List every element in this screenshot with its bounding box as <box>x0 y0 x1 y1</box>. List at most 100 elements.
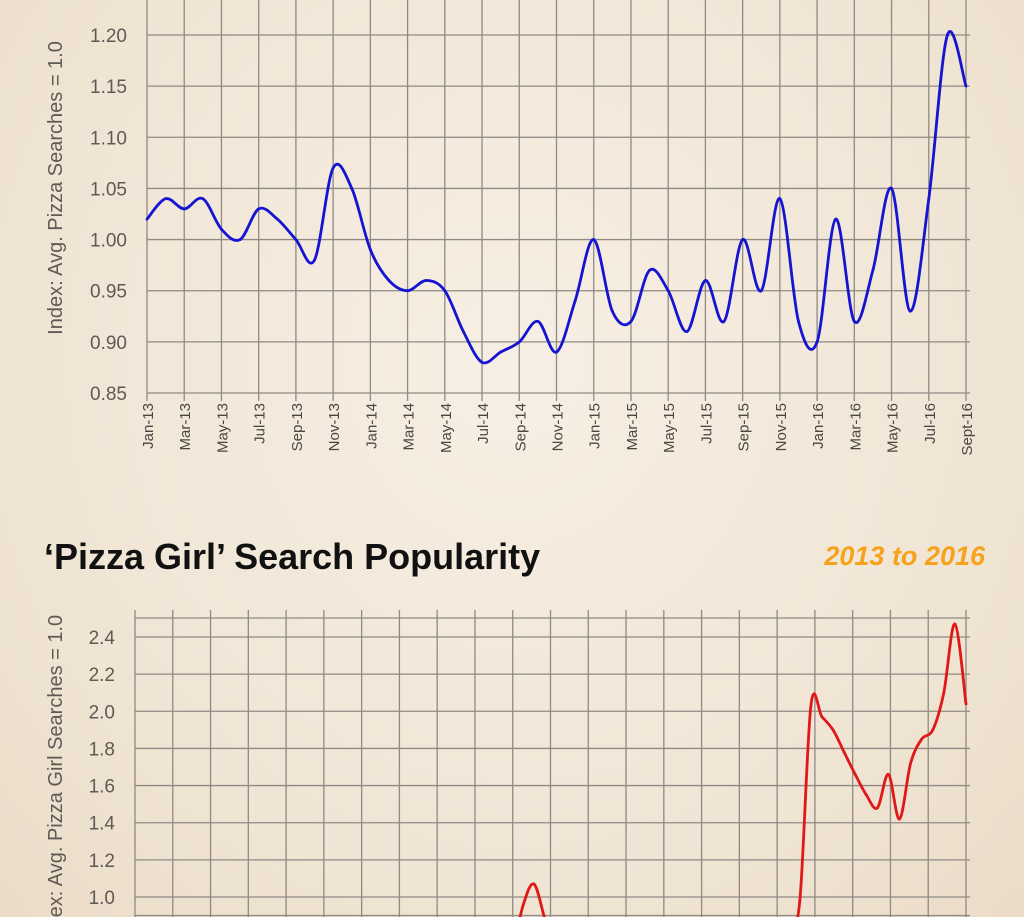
y-tick-label: 2.0 <box>89 702 115 723</box>
data-point <box>852 320 856 323</box>
y-tick-label: 0.85 <box>90 384 127 405</box>
data-point <box>257 207 261 211</box>
data-point <box>182 207 186 211</box>
data-point <box>853 773 857 776</box>
x-tick-label: Jul-16 <box>922 403 939 444</box>
x-tick-label: Sept-16 <box>959 403 976 456</box>
x-tick-label: Mar-16 <box>847 403 864 451</box>
x-tick-label: Jan-13 <box>140 403 157 449</box>
y-tick-label: 1.20 <box>90 26 127 47</box>
data-point <box>842 750 846 754</box>
pizza-chart-grid <box>146 0 970 401</box>
y-tick-label: 1.6 <box>89 777 115 798</box>
data-point <box>406 289 409 293</box>
x-tick-label: Nov-14 <box>550 403 567 451</box>
data-point <box>927 197 931 201</box>
data-point <box>964 702 968 706</box>
data-point <box>145 217 149 221</box>
y-tick-label: 1.15 <box>90 77 127 98</box>
y-tick-label: 2.4 <box>89 628 116 649</box>
data-point <box>443 289 447 293</box>
data-point <box>942 691 946 695</box>
y-tick-label: 1.05 <box>90 179 127 200</box>
x-tick-label: May-14 <box>438 403 455 453</box>
data-point <box>573 299 577 303</box>
data-point <box>909 761 912 765</box>
data-point <box>809 704 813 708</box>
data-point <box>648 268 651 272</box>
x-tick-label: May-16 <box>885 403 902 453</box>
series-line-pizza-girl <box>518 622 968 917</box>
data-point <box>920 737 924 741</box>
data-point <box>424 279 428 282</box>
data-point <box>964 84 968 88</box>
x-tick-label: Sep-15 <box>736 403 753 451</box>
data-point <box>201 197 205 201</box>
data-point <box>834 217 838 221</box>
data-point <box>532 882 536 886</box>
data-point <box>592 238 596 241</box>
data-point <box>778 197 782 201</box>
y-tick-label: 1.10 <box>90 128 127 149</box>
data-point <box>387 279 391 282</box>
data-point <box>368 248 372 252</box>
pizza-chart-y-axis: 0.85 0.90 0.95 1.00 1.05 1.10 1.15 1.20 <box>90 26 127 405</box>
y-tick-label: 1.8 <box>89 739 115 760</box>
data-point <box>685 330 689 334</box>
y-tick-label: 1.4 <box>89 814 116 835</box>
data-point <box>931 728 935 732</box>
data-point <box>741 238 745 241</box>
pizza-search-chart: 0.85 0.90 0.95 1.00 1.05 1.10 1.15 1.20 Jan-13 M… <box>45 0 976 456</box>
data-point <box>831 728 835 732</box>
data-point <box>480 360 484 364</box>
data-point <box>797 320 800 323</box>
pizza-girl-chart-title: ‘Pizza Girl’ Search Popularity <box>44 536 540 577</box>
data-point <box>294 238 298 241</box>
pizza-girl-chart-grid <box>134 610 970 917</box>
x-tick-label: Jul-15 <box>698 403 715 444</box>
data-point <box>815 340 819 344</box>
pizza-girl-chart-y-axis-title: Index: Avg. Pizza Girl Searches = 1.0 <box>45 615 67 917</box>
data-point <box>164 197 168 201</box>
data-point <box>666 289 670 293</box>
pizza-girl-chart-series <box>518 622 968 917</box>
pizza-chart-x-axis: Jan-13 Mar-13 May-13 Jul-13 Sep-13 Nov-13 Jan-… <box>140 403 976 456</box>
data-point <box>238 238 242 241</box>
y-tick-label: 0.95 <box>90 282 127 303</box>
x-tick-label: Jan-14 <box>363 403 380 449</box>
data-point <box>220 227 223 231</box>
data-point <box>759 289 763 293</box>
y-tick-label: 1.2 <box>89 851 115 872</box>
x-tick-label: May-15 <box>661 403 678 453</box>
data-point <box>555 350 558 354</box>
data-point <box>704 279 707 282</box>
x-tick-label: Mar-13 <box>177 403 194 451</box>
data-point <box>722 320 726 323</box>
y-tick-label: 1.0 <box>89 888 115 909</box>
pizza-chart-y-axis-title: Index: Avg. Pizza Searches = 1.0 <box>45 41 67 335</box>
data-point <box>536 320 540 323</box>
data-point <box>864 793 868 797</box>
x-tick-label: Jul-13 <box>252 403 269 444</box>
data-point <box>462 330 465 334</box>
data-point <box>890 187 893 190</box>
x-tick-label: Jan-16 <box>810 403 827 449</box>
data-point <box>908 309 912 313</box>
data-point <box>887 773 890 776</box>
data-point <box>898 817 901 821</box>
data-point <box>875 806 879 810</box>
x-tick-label: Mar-14 <box>401 403 418 451</box>
x-tick-label: Jan-15 <box>587 403 604 449</box>
data-point <box>517 340 521 344</box>
data-point <box>499 350 503 354</box>
data-point <box>629 320 633 323</box>
pizza-girl-chart-y-axis: 1.0 1.2 1.4 1.6 1.8 2.0 2.2 2.4 <box>89 628 116 909</box>
pizza-chart-series <box>145 30 968 365</box>
pizza-girl-search-chart: 1.0 1.2 1.4 1.6 1.8 2.0 2.2 2.4 Index: Avg. Piz… <box>45 610 970 917</box>
x-tick-label: Jul-14 <box>475 403 492 444</box>
y-tick-label: 1.00 <box>90 231 127 252</box>
y-tick-label: 2.2 <box>89 665 115 686</box>
pizza-girl-chart-subtitle: 2013 to 2016 <box>823 541 986 571</box>
x-tick-label: Nov-15 <box>773 403 790 451</box>
